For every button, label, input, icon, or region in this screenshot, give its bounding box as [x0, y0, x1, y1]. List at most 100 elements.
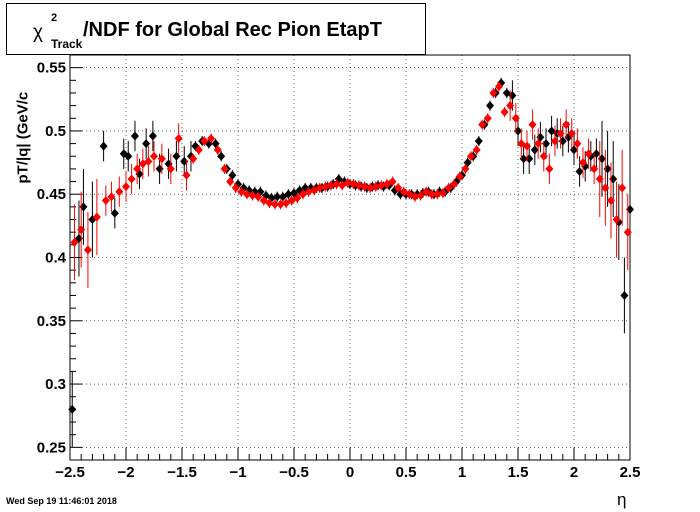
data-point	[68, 404, 77, 414]
data-point	[528, 120, 537, 130]
data-point	[556, 128, 565, 138]
y-tick-label: 0.25	[37, 439, 66, 456]
data-point	[626, 204, 634, 214]
data-point	[242, 189, 251, 199]
data-point	[433, 189, 442, 199]
data-point	[213, 145, 222, 155]
axis-ticks: −2.5 −2 −1.5 −1 −0.5 0 0.5 1 1.5 2 2.5 0.25 0.3 0.35 0…	[37, 54, 641, 481]
data-point	[315, 183, 324, 193]
data-point	[575, 166, 584, 176]
data-point	[70, 237, 79, 247]
data-point	[265, 198, 274, 208]
data-point	[522, 141, 531, 151]
data-point	[273, 192, 282, 202]
data-point	[148, 131, 157, 141]
data-point	[276, 199, 285, 209]
data-point	[534, 139, 543, 149]
data-point	[584, 149, 593, 159]
data-point	[377, 180, 386, 190]
x-tick-label: 0	[346, 464, 354, 481]
data-point	[127, 174, 136, 184]
data-point	[545, 164, 554, 174]
data-point	[77, 225, 86, 235]
y-tick-label: 0.45	[37, 186, 66, 203]
data-point	[542, 139, 550, 149]
y-tick-label: 0.3	[45, 376, 66, 393]
data-point	[122, 182, 130, 192]
data-point	[115, 187, 124, 197]
data-point	[248, 190, 257, 200]
data-point	[172, 151, 181, 161]
data-point	[110, 208, 119, 218]
y-tick-label: 0.55	[37, 60, 66, 77]
x-tick-label: −2	[117, 464, 134, 481]
x-tick-label: 0.5	[396, 464, 417, 481]
data-point	[506, 101, 515, 111]
data-point	[174, 134, 183, 144]
x-tick-label: 1.5	[508, 464, 529, 481]
data-point	[461, 164, 470, 174]
title-chi: χ	[33, 22, 43, 43]
data-point	[388, 177, 397, 187]
y-axis-label: pT/|q| (GeV/c	[14, 91, 32, 184]
x-axis-label: η	[617, 490, 627, 509]
data-point	[525, 154, 534, 164]
data-point	[371, 182, 380, 192]
data-point	[155, 164, 164, 174]
data-point	[366, 183, 375, 193]
data-point	[231, 183, 240, 193]
data-point	[150, 151, 158, 161]
x-tick-label: −2.5	[55, 464, 85, 481]
data-point	[578, 158, 587, 168]
data-point	[200, 136, 209, 146]
data-point	[166, 164, 175, 174]
data-points	[68, 77, 634, 448]
data-point	[511, 113, 520, 123]
data-point	[606, 196, 615, 206]
data-point	[349, 179, 358, 189]
data-point	[217, 151, 226, 161]
data-point	[254, 192, 263, 202]
x-tick-label: 2	[570, 464, 578, 481]
y-tick-label: 0.5	[45, 123, 66, 140]
title-main: /NDF for Global Rec Pion EtapT	[83, 19, 382, 41]
data-point	[623, 227, 632, 237]
data-point	[304, 187, 313, 197]
data-point	[99, 141, 108, 151]
data-point	[508, 91, 517, 100]
data-point	[194, 145, 203, 155]
data-point	[83, 245, 92, 255]
data-point	[101, 196, 110, 206]
data-point	[189, 154, 198, 164]
data-point	[472, 145, 481, 155]
data-point	[79, 202, 88, 212]
data-point	[530, 145, 539, 155]
data-point	[207, 134, 216, 144]
data-point	[486, 101, 494, 111]
data-point	[601, 183, 610, 193]
data-point	[133, 164, 142, 174]
data-point	[478, 120, 487, 130]
data-point	[394, 183, 403, 193]
x-tick-label: −1	[229, 464, 246, 481]
data-point	[293, 193, 302, 203]
data-point	[483, 113, 492, 123]
x-tick-label: −1.5	[167, 464, 197, 481]
data-point	[332, 179, 341, 189]
data-point	[489, 88, 498, 98]
data-point	[142, 139, 151, 149]
data-point	[326, 180, 335, 190]
data-point	[550, 136, 559, 146]
y-tick-label: 0.4	[45, 250, 67, 267]
data-point	[573, 139, 582, 149]
x-tick-label: 2.5	[620, 464, 641, 481]
data-point	[455, 172, 464, 181]
title-subscript: Track	[51, 37, 83, 51]
data-point	[354, 180, 363, 190]
data-point	[124, 151, 133, 161]
data-point	[609, 174, 618, 184]
data-point	[450, 179, 459, 189]
data-point	[130, 131, 139, 141]
data-point	[612, 215, 621, 225]
data-point	[474, 136, 483, 146]
